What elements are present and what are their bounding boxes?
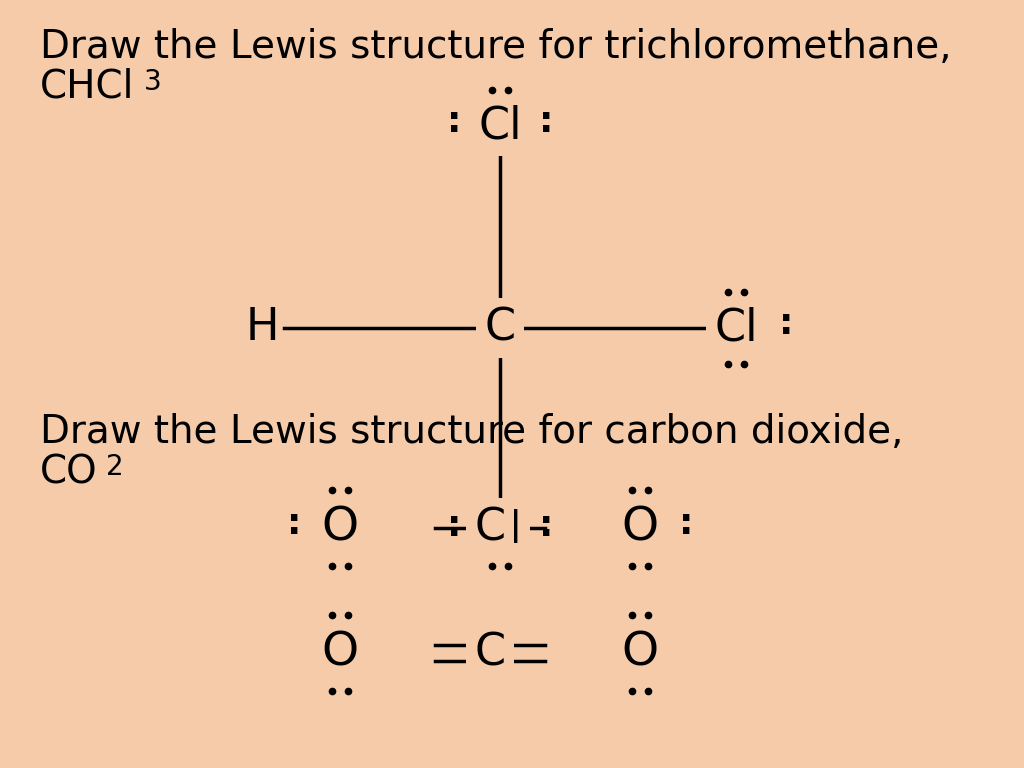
Text: :: : — [446, 509, 461, 543]
Text: Cl: Cl — [478, 508, 522, 551]
Text: Draw the Lewis structure for carbon dioxide,: Draw the Lewis structure for carbon diox… — [40, 413, 903, 451]
Text: :: : — [446, 105, 461, 139]
Text: C: C — [474, 507, 506, 549]
Text: :: : — [287, 507, 301, 541]
Text: :: : — [679, 507, 693, 541]
Text: C: C — [474, 631, 506, 674]
Text: CHCl: CHCl — [40, 68, 134, 106]
Text: Cl: Cl — [715, 306, 758, 349]
Text: C: C — [484, 306, 515, 349]
Text: Draw the Lewis structure for trichloromethane,: Draw the Lewis structure for trichlorome… — [40, 28, 951, 66]
Text: O: O — [622, 505, 658, 551]
Text: H: H — [246, 306, 279, 349]
Text: :: : — [539, 105, 553, 139]
Text: Cl: Cl — [478, 104, 522, 147]
Text: :: : — [539, 509, 553, 543]
Text: O: O — [322, 631, 358, 676]
Text: O: O — [622, 631, 658, 676]
Text: :: : — [779, 307, 794, 341]
Text: 3: 3 — [143, 68, 162, 96]
Text: O: O — [322, 505, 358, 551]
Text: CO: CO — [40, 453, 97, 491]
Text: 2: 2 — [105, 453, 124, 481]
